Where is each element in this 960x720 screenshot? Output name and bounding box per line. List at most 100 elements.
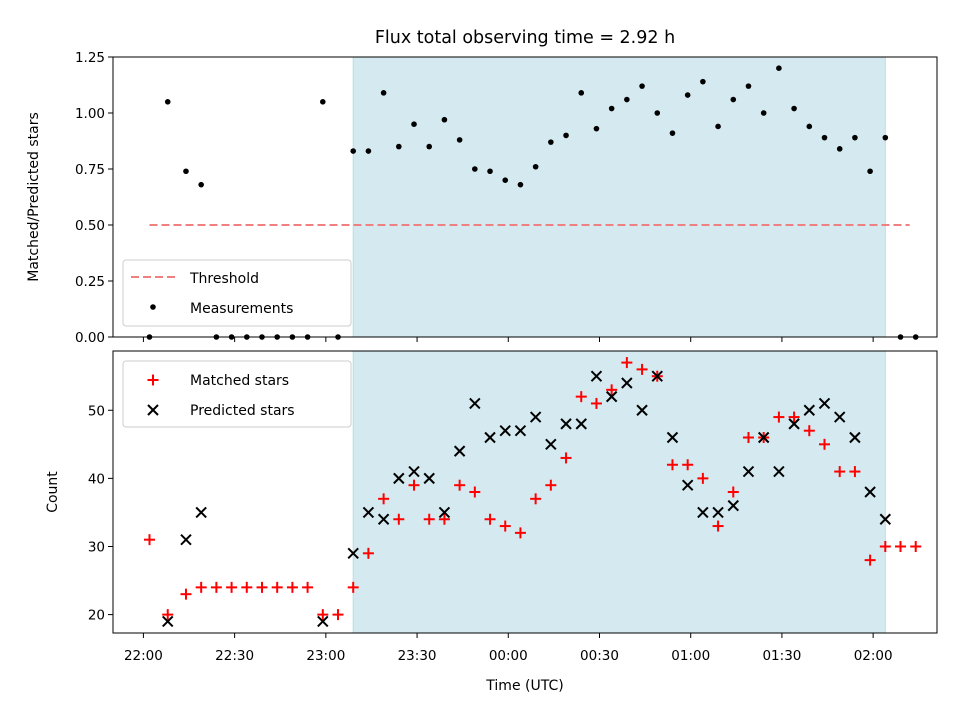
measurement-point: [517, 181, 524, 188]
measurement-point: [654, 110, 661, 116]
chart-title: Flux total observing time = 2.92 h: [375, 28, 675, 48]
matched-star-point: [621, 357, 633, 369]
measurement-point: [164, 99, 171, 105]
bottom-ytick-label: 20: [88, 608, 105, 624]
matched-star-point: [454, 479, 466, 491]
cross-b: [347, 547, 359, 560]
top-ytick-label: 1.00: [75, 106, 105, 122]
measurement-point: [791, 105, 797, 112]
measurement-point: [867, 168, 873, 175]
matched-star-point: [560, 452, 572, 464]
matched-star-point: [393, 513, 405, 525]
matched-star-point: [162, 609, 174, 621]
predicted-star-point: [408, 465, 420, 478]
matched-star-point: [332, 609, 344, 621]
matched-star-point: [803, 425, 815, 437]
xtick-label: 23:00: [306, 648, 345, 664]
cross-b: [788, 418, 800, 430]
predicted-star-point: [681, 479, 694, 491]
top-ytick-label: 0.25: [75, 274, 105, 290]
cross-b: [681, 479, 694, 491]
top-legend-box: [122, 259, 352, 327]
predicted-star-point: [347, 547, 359, 560]
predicted-star-point: [545, 438, 557, 451]
cross-b: [195, 506, 207, 519]
measurement-point: [776, 65, 782, 71]
matched-star-point: [742, 432, 754, 444]
cross-b: [712, 506, 724, 519]
matched-star-point: [362, 547, 374, 559]
matched-star-point: [895, 540, 907, 552]
legend-threshold-label: Threshold: [189, 271, 259, 287]
bottom-ytick-label: 50: [88, 403, 105, 419]
bottom-ylabel: Count: [45, 471, 61, 513]
predicted-star-point: [605, 390, 618, 403]
cross-b: [773, 465, 785, 478]
measurement-point: [502, 177, 509, 183]
cross-b: [621, 377, 633, 389]
measurement-point: [806, 123, 813, 130]
cross-b: [818, 397, 831, 410]
bottom-legend-box: [122, 360, 352, 428]
cross-b: [575, 418, 587, 430]
matched-star-point: [879, 540, 891, 552]
predicted-star-point: [864, 486, 876, 498]
cross-b: [393, 472, 405, 485]
top-ytick-label: 1.25: [75, 50, 105, 66]
cross-b: [605, 390, 618, 403]
matched-star-point: [697, 472, 709, 484]
matched-star-point: [849, 466, 861, 478]
matched-star-point: [438, 513, 450, 525]
matched-star-point: [545, 479, 557, 491]
predicted-star-point: [621, 377, 633, 389]
measurement-point: [183, 168, 189, 175]
bottom-ytick-label: 40: [88, 471, 105, 487]
measurement-point: [608, 105, 615, 112]
top-ytick-label: 0.50: [75, 218, 105, 234]
matched-star-point: [180, 588, 192, 600]
top-ylabel: Matched/Predicted stars: [26, 112, 42, 282]
matched-star-point: [727, 486, 739, 498]
matched-star-point: [666, 459, 678, 471]
matched-star-point: [210, 581, 222, 593]
predicted-star-point: [529, 411, 542, 423]
measurement-point: [821, 134, 828, 141]
predicted-star-point: [469, 397, 481, 410]
measurement-point: [593, 125, 600, 132]
cross-b: [147, 404, 159, 416]
predicted-star-point: [438, 506, 451, 519]
cross-b: [499, 424, 511, 437]
predicted-star-point: [162, 615, 174, 628]
cross-b: [651, 370, 663, 382]
cross-b: [484, 431, 496, 444]
xtick-label: 02:00: [854, 648, 893, 664]
predicted-star-point: [575, 418, 587, 430]
predicted-star-point: [803, 404, 816, 416]
measurement-point: [730, 96, 737, 103]
predicted-star-point: [742, 465, 755, 478]
legend-predicted-swatch: [147, 404, 159, 416]
matched-star-point: [226, 581, 238, 593]
matched-star-point: [636, 363, 648, 375]
cross-b: [727, 499, 739, 512]
measurement-point: [715, 123, 721, 130]
bottom-observing-window: [352, 350, 886, 634]
matched-star-point: [195, 581, 207, 593]
matched-star-point: [378, 493, 390, 505]
cross-b: [742, 465, 755, 478]
top-ytick-label: 0.00: [75, 330, 105, 346]
predicted-star-point: [393, 472, 405, 485]
cross-b: [469, 397, 481, 410]
legend-predicted-label: Predicted stars: [190, 403, 295, 419]
matched-star-point: [423, 513, 435, 525]
matched-star-point: [317, 609, 329, 621]
measurement-point: [578, 90, 585, 96]
matched-star-point: [910, 540, 922, 552]
xtick-label: 22:00: [124, 648, 163, 664]
predicted-star-point: [195, 506, 207, 519]
xtick-label: 23:30: [398, 648, 437, 664]
cross-b: [453, 445, 466, 457]
matched-star-point: [818, 438, 830, 450]
measurement-point: [320, 99, 326, 105]
measurement-point: [487, 168, 493, 175]
